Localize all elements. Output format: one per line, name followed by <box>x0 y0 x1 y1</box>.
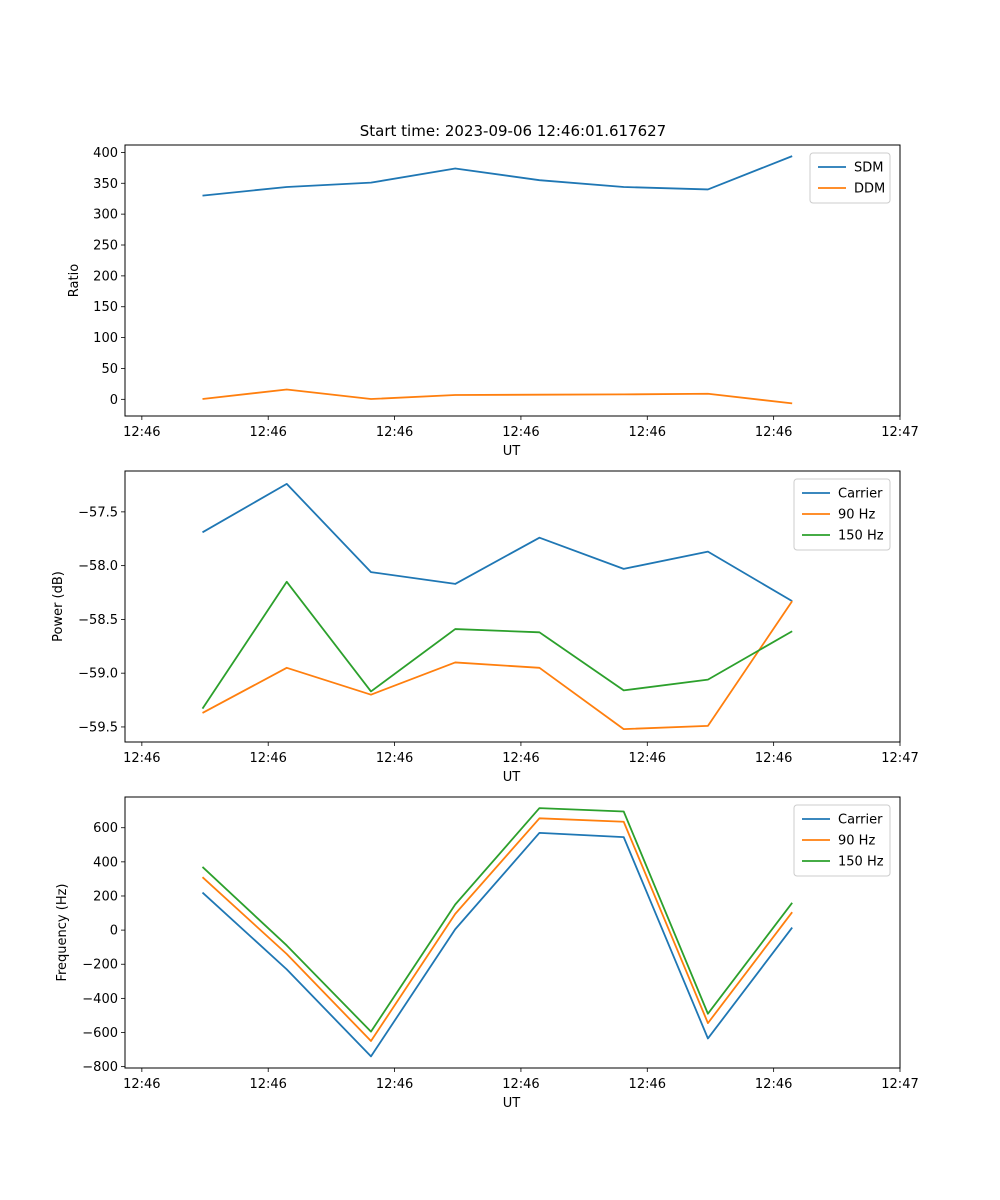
y-tick-label: 200 <box>93 889 118 904</box>
legend-label: 90 Hz <box>838 834 875 849</box>
x-tick-label: 12:46 <box>123 1077 160 1092</box>
y-tick-label: −57.5 <box>78 505 118 520</box>
y-tick-label: 50 <box>101 362 118 377</box>
x-axis-label: UT <box>503 1096 521 1111</box>
legend: SDM DDM <box>809 152 891 204</box>
y-tick-label: 300 <box>93 208 118 223</box>
x-tick-label: 12:47 <box>881 751 918 766</box>
x-tick-label: 12:46 <box>249 751 286 766</box>
x-tick-label: 12:47 <box>881 1077 918 1092</box>
series-line-sdm <box>202 155 793 197</box>
series-line-90-hz <box>202 600 793 730</box>
legend-label: DDM <box>854 182 885 197</box>
y-axis-label: Power (dB) <box>51 571 66 642</box>
x-tick-label: 12:46 <box>502 751 539 766</box>
y-tick-label: −600 <box>82 1026 118 1041</box>
x-tick-label: 12:46 <box>249 1077 286 1092</box>
subplots: 12:46 12:46 12:46 12:46 12:46 12:46 12:47 0 50 10… <box>51 144 919 1111</box>
x-tick-label: 12:46 <box>123 425 160 440</box>
series-line-carrier <box>202 482 793 602</box>
series-line-150-hz <box>201 580 793 710</box>
y-tick-label: 0 <box>110 924 118 939</box>
x-tick-label: 12:46 <box>629 425 666 440</box>
figure-title: Start time: 2023-09-06 12:46:01.617627 <box>360 122 666 140</box>
x-tick-label: 12:46 <box>376 751 413 766</box>
x-tick-label: 12:46 <box>755 751 792 766</box>
legend-box <box>809 152 891 204</box>
y-tick-label: −800 <box>82 1060 118 1075</box>
y-tick-label: 400 <box>93 855 118 870</box>
y-tick-label: 600 <box>93 821 118 836</box>
legend-label: 90 Hz <box>838 508 875 523</box>
subplot-1: 12:46 12:46 12:46 12:46 12:46 12:46 12:47 0 50 10… <box>67 144 919 459</box>
x-tick-label: 12:46 <box>376 1077 413 1092</box>
legend: Carrier 90 Hz 150 Hz <box>793 804 891 877</box>
y-tick-label: 250 <box>93 239 118 254</box>
x-tick-label: 12:46 <box>755 1077 792 1092</box>
series-line-ddm <box>202 388 793 405</box>
x-tick-label: 12:46 <box>502 425 539 440</box>
axes-frame <box>124 144 901 417</box>
series-line-90-hz <box>201 817 793 1042</box>
legend-label: 150 Hz <box>838 855 884 870</box>
x-axis-label: UT <box>503 770 521 785</box>
subplot-3: 12:46 12:46 12:46 12:46 12:46 12:46 12:47 600 40… <box>55 796 919 1111</box>
x-tick-label: 12:46 <box>249 425 286 440</box>
y-tick-label: −58.5 <box>78 613 118 628</box>
y-tick-label: 100 <box>93 331 118 346</box>
axes-frame <box>124 470 901 743</box>
y-tick-label: −59.0 <box>78 667 118 682</box>
subplot-2: 12:46 12:46 12:46 12:46 12:46 12:46 12:47 −57.5… <box>51 470 919 785</box>
y-tick-label: 400 <box>93 146 118 161</box>
y-tick-label: 150 <box>93 300 118 315</box>
x-tick-label: 12:46 <box>123 751 160 766</box>
x-tick-label: 12:46 <box>755 425 792 440</box>
x-tick-label: 12:46 <box>629 1077 666 1092</box>
legend-label: SDM <box>854 161 883 176</box>
y-axis-label: Ratio <box>67 264 82 297</box>
y-axis-label: Frequency (Hz) <box>55 883 70 981</box>
y-tick-label: −400 <box>82 992 118 1007</box>
x-axis-label: UT <box>503 444 521 459</box>
x-tick-label: 12:46 <box>502 1077 539 1092</box>
x-tick-label: 12:47 <box>881 425 918 440</box>
x-tick-label: 12:46 <box>376 425 413 440</box>
legend-label: Carrier <box>838 813 883 828</box>
y-tick-label: 200 <box>93 269 118 284</box>
legend: Carrier 90 Hz 150 Hz <box>793 478 891 551</box>
legend-box <box>793 478 891 551</box>
y-tick-label: 350 <box>93 177 118 192</box>
legend-label: 150 Hz <box>838 529 884 544</box>
series-line-carrier <box>201 831 793 1058</box>
legend-label: Carrier <box>838 487 883 502</box>
legend-box <box>793 804 891 877</box>
y-tick-label: −200 <box>82 958 118 973</box>
axes-frame <box>124 796 901 1069</box>
x-tick-label: 12:46 <box>629 751 666 766</box>
y-tick-label: 0 <box>110 393 118 408</box>
y-tick-label: −58.0 <box>78 559 118 574</box>
series-line-150-hz <box>201 807 793 1033</box>
y-tick-label: −59.5 <box>78 720 118 735</box>
